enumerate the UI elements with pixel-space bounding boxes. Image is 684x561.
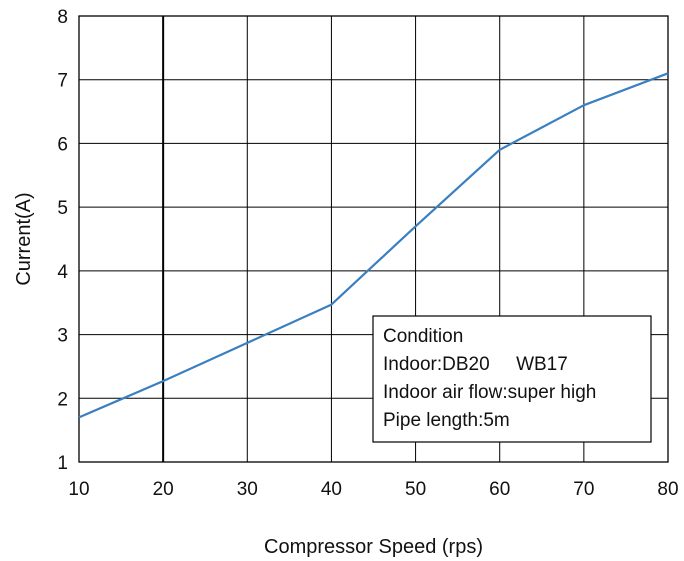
y-tick-label: 7 [57, 71, 68, 92]
x-tick-label: 70 [573, 479, 594, 500]
series-group [78, 72, 669, 419]
y-tick-label: 8 [57, 7, 68, 28]
y-axis-label: Current(A) [13, 192, 35, 285]
y-tick-label: 3 [57, 326, 68, 347]
x-tick-label: 30 [237, 479, 258, 500]
annotation-line: Indoor:DB20 WB17 [383, 354, 568, 375]
x-tick-label: 10 [68, 479, 89, 500]
grid-lines [79, 16, 668, 462]
x-tick-label: 60 [489, 479, 510, 500]
annotation-line: Condition [383, 326, 463, 347]
y-tick-label: 6 [57, 134, 68, 155]
annotation-line: Pipe length:5m [383, 410, 510, 431]
y-axis-ticks: 1 2 3 4 5 6 7 8 [57, 7, 68, 474]
x-tick-label: 50 [405, 479, 426, 500]
x-tick-label: 20 [153, 479, 174, 500]
y-tick-label: 5 [57, 198, 68, 219]
x-axis-ticks: 10 20 30 40 50 60 70 80 [68, 479, 678, 500]
x-axis-label: Compressor Speed (rps) [264, 536, 483, 558]
y-tick-label: 1 [57, 453, 68, 474]
plot-frame [78, 15, 669, 463]
series-line [78, 72, 669, 419]
annotation-box [372, 315, 652, 443]
condition-annotation: Condition Indoor:DB20 WB17 Indoor air fl… [372, 315, 652, 443]
y-tick-label: 2 [57, 389, 68, 410]
x-tick-label: 80 [657, 479, 678, 500]
x-tick-label: 40 [321, 479, 342, 500]
y-tick-label: 4 [57, 262, 68, 283]
annotation-line: Indoor air flow:super high [383, 382, 596, 403]
